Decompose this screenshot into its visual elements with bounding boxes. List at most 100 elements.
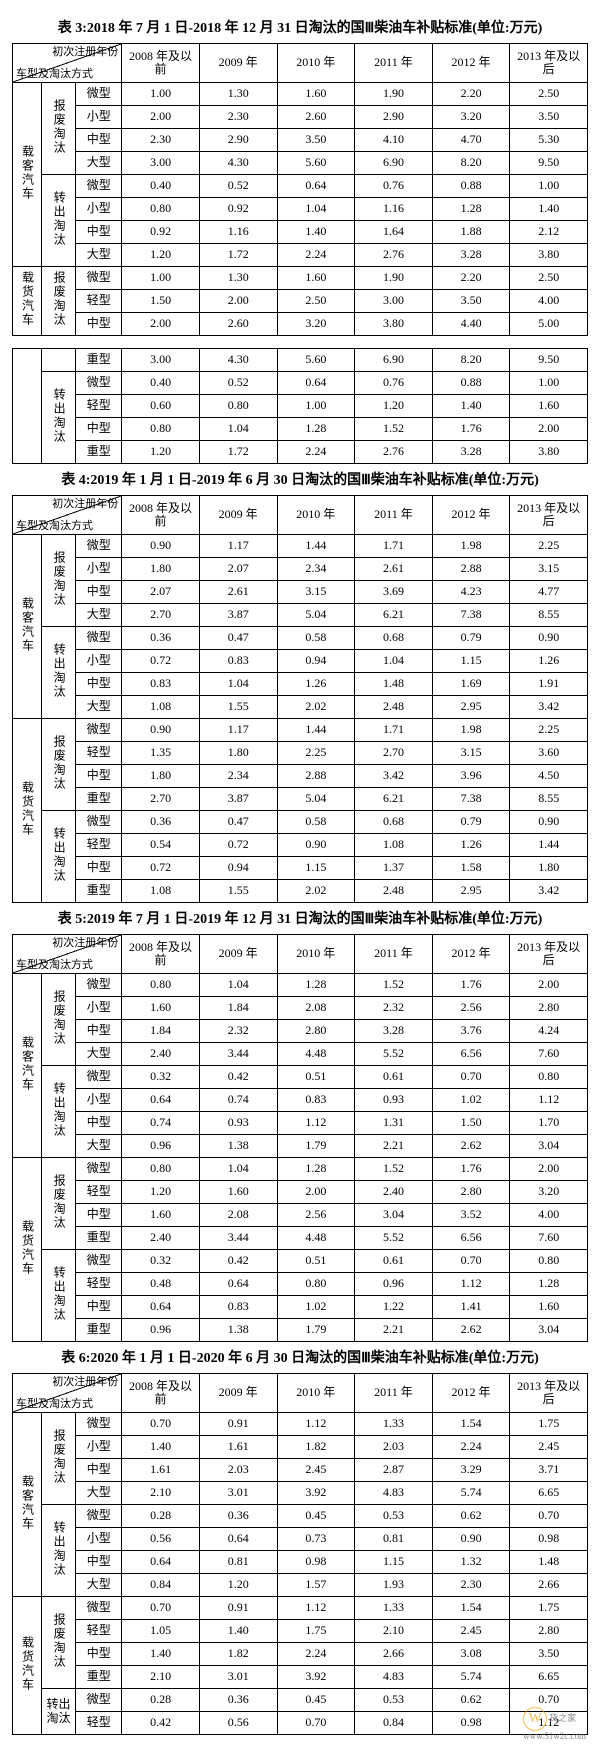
size-label: 微型 [76,719,122,742]
value-cell: 1.72 [199,441,277,464]
value-cell: 0.84 [122,1574,200,1597]
value-cell: 2.56 [277,1204,355,1227]
value-cell: 0.70 [122,1413,200,1436]
value-cell: 6.56 [432,1227,510,1250]
size-label: 轻型 [76,742,122,765]
value-cell: 1.75 [277,1620,355,1643]
value-cell: 3.20 [510,1181,588,1204]
size-label: 小型 [76,1436,122,1459]
value-cell: 2.32 [199,1020,277,1043]
value-cell: 1.40 [199,1620,277,1643]
value-cell: 0.36 [122,811,200,834]
value-cell: 0.98 [277,1551,355,1574]
value-cell: 2.25 [510,535,588,558]
table-row: 转出淘汰微型0.400.520.640.760.881.00 [13,175,588,198]
value-cell: 6.21 [355,788,433,811]
header-reg-year: 初次注册年份 [52,937,118,949]
value-cell: 1.20 [199,1574,277,1597]
value-cell: 0.80 [122,418,200,441]
value-cell: 1.71 [355,719,433,742]
size-label: 重型 [76,880,122,903]
table-row: 中型1.612.032.452.873.293.71 [13,1459,588,1482]
value-cell: 2.24 [432,1436,510,1459]
value-cell: 5.30 [510,129,588,152]
size-label: 轻型 [76,1712,122,1735]
size-label: 微型 [76,175,122,198]
value-cell: 1.00 [510,372,588,395]
table-row: 重型1.201.722.242.763.283.80 [13,441,588,464]
value-cell: 0.80 [277,1273,355,1296]
value-cell: 2.00 [510,974,588,997]
value-cell: 5.04 [277,604,355,627]
value-cell: 1.00 [122,267,200,290]
method-scrap: 报废淘汰 [41,719,76,811]
value-cell: 2.21 [355,1319,433,1342]
value-cell: 1.79 [277,1135,355,1158]
value-cell: 0.68 [355,627,433,650]
value-cell: 2.10 [122,1482,200,1505]
value-cell: 2.07 [199,558,277,581]
table-row: 转出淘汰微型0.360.470.580.680.790.90 [13,627,588,650]
value-cell: 4.48 [277,1043,355,1066]
value-cell: 0.83 [199,1296,277,1319]
size-label: 中型 [76,1643,122,1666]
value-cell: 2.40 [355,1181,433,1204]
table-row: 重型2.403.444.485.526.567.60 [13,1227,588,1250]
value-cell: 1.04 [199,974,277,997]
value-cell: 3.42 [355,765,433,788]
value-cell: 3.00 [122,152,200,175]
value-cell: 0.36 [199,1689,277,1712]
value-cell: 1.12 [277,1413,355,1436]
value-cell: 6.21 [355,604,433,627]
value-cell: 3.80 [355,313,433,336]
year-header: 2012 年 [432,44,510,83]
value-cell: 2.61 [199,581,277,604]
value-cell: 0.53 [355,1689,433,1712]
size-label: 轻型 [76,395,122,418]
year-header: 2010 年 [277,496,355,535]
value-cell: 3.80 [510,441,588,464]
value-cell: 0.51 [277,1066,355,1089]
table-row: 载客汽车报废淘汰微型0.901.171.441.711.982.25 [13,535,588,558]
category-passenger: 载客汽车 [13,83,42,267]
size-label: 微型 [76,267,122,290]
value-cell: 0.93 [355,1089,433,1112]
value-cell: 0.68 [355,811,433,834]
value-cell: 2.08 [277,997,355,1020]
size-label: 微型 [76,1597,122,1620]
value-cell: 0.52 [199,372,277,395]
value-cell: 6.56 [432,1043,510,1066]
value-cell: 2.76 [355,441,433,464]
value-cell: 3.00 [355,290,433,313]
size-label: 重型 [76,349,122,372]
value-cell: 1.93 [355,1574,433,1597]
value-cell: 4.30 [199,152,277,175]
value-cell: 1.80 [122,558,200,581]
value-cell: 1.48 [355,673,433,696]
value-cell: 2.70 [122,788,200,811]
value-cell: 0.28 [122,1689,200,1712]
value-cell: 0.96 [355,1273,433,1296]
value-cell: 2.00 [277,1181,355,1204]
size-label: 微型 [76,1250,122,1273]
value-cell: 0.83 [122,673,200,696]
value-cell: 1.20 [122,441,200,464]
value-cell: 1.08 [122,696,200,719]
value-cell: 1.55 [199,696,277,719]
value-cell: 1.00 [122,83,200,106]
value-cell: 1.61 [199,1436,277,1459]
table-row: 中型0.740.931.121.311.501.70 [13,1112,588,1135]
value-cell: 3.92 [277,1482,355,1505]
value-cell: 1.37 [355,857,433,880]
table-row: 载货汽车报废淘汰微型0.801.041.281.521.762.00 [13,1158,588,1181]
value-cell: 2.50 [277,290,355,313]
value-cell: 5.74 [432,1482,510,1505]
size-label: 微型 [76,627,122,650]
value-cell: 0.94 [199,857,277,880]
value-cell: 1.54 [432,1413,510,1436]
size-label: 轻型 [76,1181,122,1204]
category-passenger: 载客汽车 [13,974,42,1158]
value-cell: 0.40 [122,175,200,198]
value-cell: 1.04 [199,418,277,441]
value-cell: 0.90 [510,627,588,650]
